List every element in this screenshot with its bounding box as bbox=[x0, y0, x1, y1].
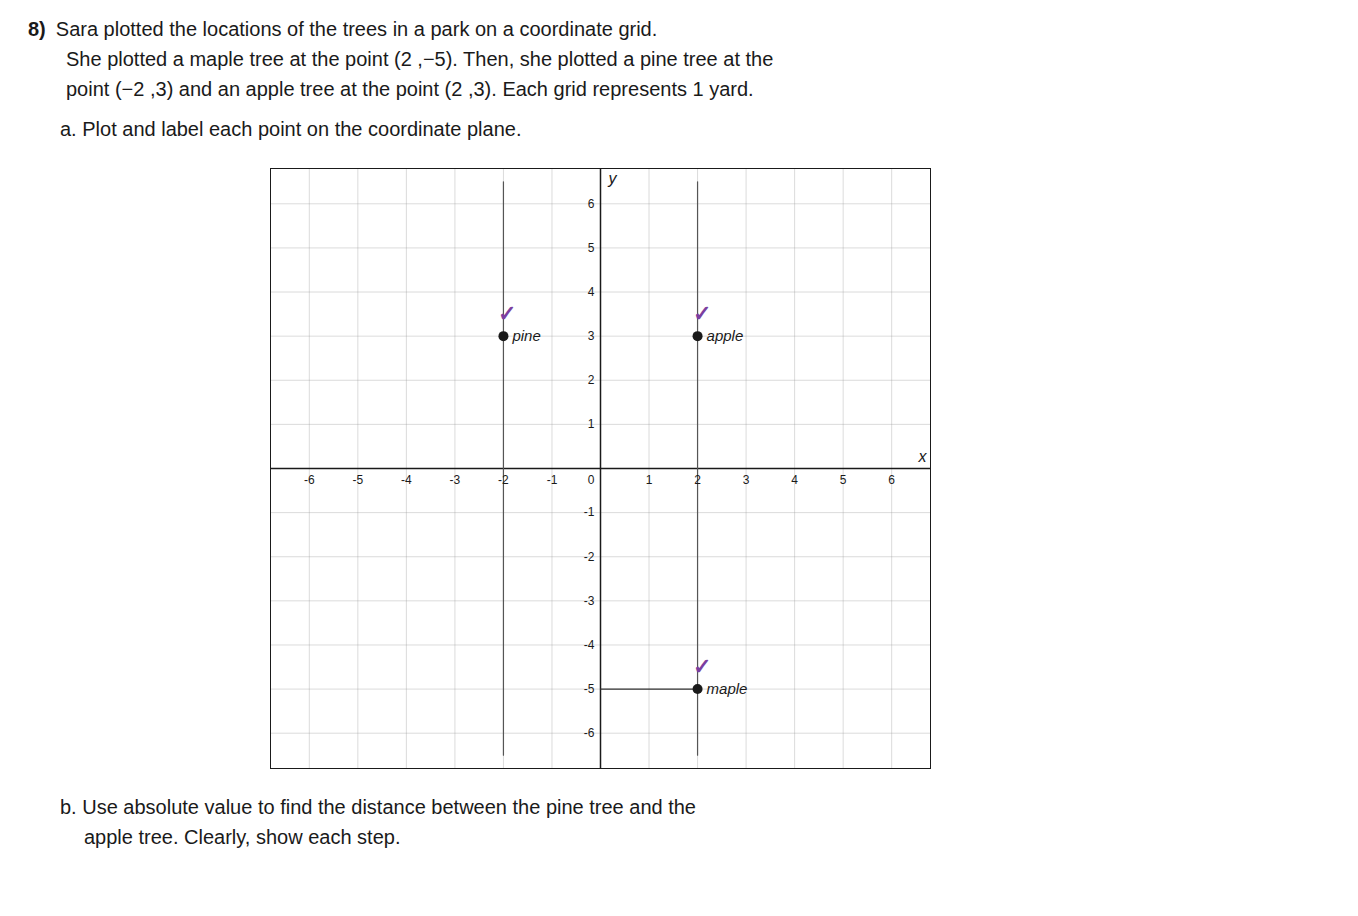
html-text:She plotted a maple tree at th: She plotted a maple tree at the point (2… bbox=[66, 48, 774, 70]
svg-text:-3: -3 bbox=[450, 473, 461, 487]
svg-text:5: 5 bbox=[588, 241, 595, 255]
svg-text:-3: -3 bbox=[584, 594, 595, 608]
svg-text:x: x bbox=[918, 448, 928, 465]
svg-text:6: 6 bbox=[888, 473, 895, 487]
svg-text:3: 3 bbox=[743, 473, 750, 487]
svg-text:1: 1 bbox=[588, 417, 595, 431]
html-text:8): 8) bbox=[28, 18, 46, 40]
svg-text:2: 2 bbox=[588, 373, 595, 387]
svg-text:-6: -6 bbox=[584, 726, 595, 740]
svg-text:✓: ✓ bbox=[693, 654, 711, 679]
html-text:point (−2 ,3) and an apple tre: point (−2 ,3) and an apple tree at the p… bbox=[66, 78, 754, 100]
svg-text:-2: -2 bbox=[584, 550, 595, 564]
svg-text:maple: maple bbox=[707, 680, 748, 697]
svg-text:-5: -5 bbox=[584, 682, 595, 696]
html-text:apple tree. Clearly, show each: apple tree. Clearly, show each step. bbox=[84, 826, 401, 848]
svg-text:4: 4 bbox=[791, 473, 798, 487]
svg-text:-4: -4 bbox=[584, 638, 595, 652]
svg-text:0: 0 bbox=[588, 473, 595, 487]
svg-text:-1: -1 bbox=[547, 473, 558, 487]
svg-text:2: 2 bbox=[694, 473, 701, 487]
html-text:b. Use absolute value to find: b. Use absolute value to find the distan… bbox=[60, 796, 696, 818]
svg-text:4: 4 bbox=[588, 285, 595, 299]
svg-text:-1: -1 bbox=[584, 505, 595, 519]
svg-text:-6: -6 bbox=[304, 473, 315, 487]
html-text:a. Plot and label each point o: a. Plot and label each point on the coor… bbox=[60, 118, 522, 140]
svg-text:y: y bbox=[608, 170, 618, 187]
svg-text:pine: pine bbox=[511, 327, 540, 344]
svg-text:6: 6 bbox=[588, 197, 595, 211]
svg-text:apple: apple bbox=[707, 327, 744, 344]
svg-text:-4: -4 bbox=[401, 473, 412, 487]
html-text:Sara plotted the locations of: Sara plotted the locations of the trees … bbox=[55, 18, 658, 40]
svg-text:-5: -5 bbox=[353, 473, 364, 487]
svg-text:5: 5 bbox=[840, 473, 847, 487]
svg-text:1: 1 bbox=[646, 473, 653, 487]
svg-text:3: 3 bbox=[588, 329, 595, 343]
svg-text:-2: -2 bbox=[498, 473, 509, 487]
svg-text:✓: ✓ bbox=[498, 301, 516, 326]
svg-text:✓: ✓ bbox=[693, 301, 711, 326]
